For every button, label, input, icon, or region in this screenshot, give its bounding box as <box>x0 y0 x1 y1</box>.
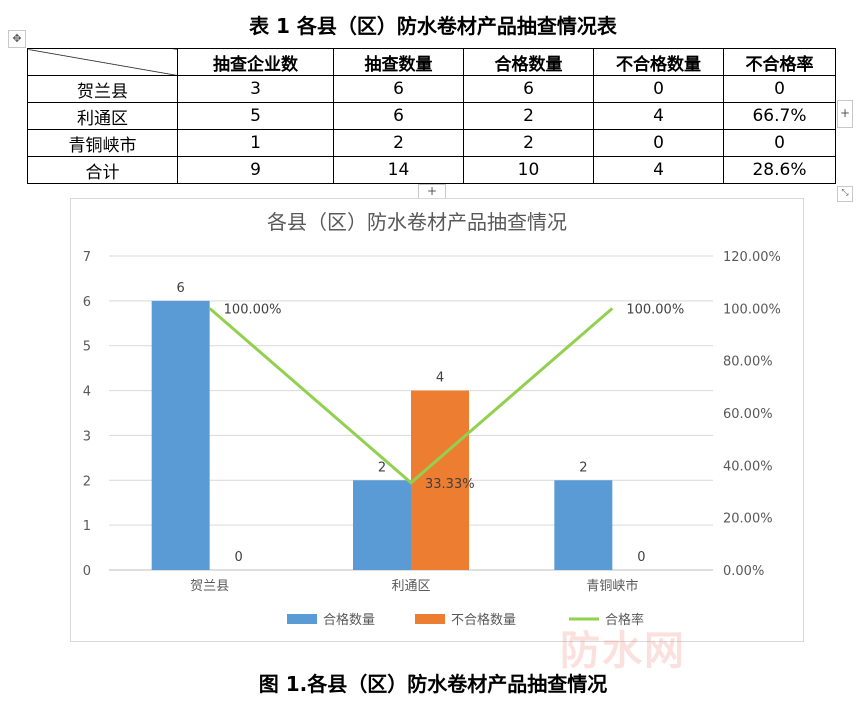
y-left-tick-label: 6 <box>83 295 91 310</box>
table-cell: 2 <box>333 129 464 157</box>
table-cell: 0 <box>723 75 836 103</box>
row-label-cell: 贺兰县 <box>27 75 178 103</box>
x-tick-label: 青铜峡市 <box>586 578 638 594</box>
table-cell: 10 <box>463 156 594 184</box>
table-cell: 0 <box>723 129 836 157</box>
y-right-tick-label: 40.00% <box>723 459 773 474</box>
y-right-tick-label: 120.00% <box>723 250 781 265</box>
y-left-tick-label: 2 <box>83 474 91 489</box>
header-cell: 合格数量 <box>463 48 594 76</box>
table-cell: 28.6% <box>723 156 836 184</box>
line-value-label: 100.00% <box>626 302 684 317</box>
table-cell: 66.7% <box>723 102 836 130</box>
table-row: 青铜峡市 1 2 2 0 0 <box>27 129 836 157</box>
add-column-button[interactable]: + <box>837 100 853 128</box>
bar-value-label: 6 <box>177 281 185 296</box>
table-row: 贺兰县 3 6 6 0 0 <box>27 75 836 103</box>
header-corner-cell <box>27 48 178 76</box>
y-right-tick-label: 100.00% <box>723 302 781 317</box>
table-cell: 14 <box>333 156 464 184</box>
header-cell: 不合格率 <box>723 48 836 76</box>
bar-value-label: 2 <box>378 460 386 475</box>
line-value-label: 100.00% <box>224 302 282 317</box>
table-cell: 6 <box>463 75 594 103</box>
bar <box>554 480 613 570</box>
table-cell: 4 <box>593 156 724 184</box>
bar <box>411 390 469 570</box>
table-row: 合计 9 14 10 4 28.6% <box>27 156 836 184</box>
legend-swatch <box>415 614 445 624</box>
y-left-tick-label: 7 <box>83 250 91 265</box>
watermark-logo: 防水网 <box>560 628 686 674</box>
y-left-tick-label: 5 <box>83 340 91 355</box>
x-tick-label: 贺兰县 <box>190 579 229 594</box>
header-cell: 不合格数量 <box>593 48 724 76</box>
table-row: 利通区 5 6 2 4 66.7% <box>27 102 836 130</box>
legend-label: 合格率 <box>605 612 644 628</box>
header-cell: 抽查数量 <box>333 48 464 76</box>
row-label-cell: 合计 <box>27 156 178 184</box>
chart-svg: 各县（区）防水卷材产品抽查情况 0 1 2 3 4 5 6 7 0.00% 20.00% 40.00%… <box>83 210 781 628</box>
table-header-row: 抽查企业数 抽查数量 合格数量 不合格数量 不合格率 <box>27 48 836 76</box>
x-tick-label: 利通区 <box>391 579 430 594</box>
legend-label: 合格数量 <box>323 612 375 628</box>
y-left-tick-label: 1 <box>83 519 91 534</box>
y-left-tick-label: 3 <box>83 429 91 444</box>
table-resize-handle-icon[interactable]: ⤡ <box>837 186 853 202</box>
legend-swatch <box>287 614 317 624</box>
row-label-cell: 青铜峡市 <box>27 129 178 157</box>
table-cell: 4 <box>593 102 724 130</box>
table-cell: 1 <box>177 129 334 157</box>
table-cell: 6 <box>333 75 464 103</box>
table-cell: 3 <box>177 75 334 103</box>
header-cell: 抽查企业数 <box>177 48 334 76</box>
table-cell: 5 <box>177 102 334 130</box>
chart-container[interactable]: 各县（区）防水卷材产品抽查情况 0 1 2 3 4 5 6 7 0.00% 20.00% 40.00%… <box>70 198 804 642</box>
table-cell: 0 <box>593 129 724 157</box>
inspection-table: 抽查企业数 抽查数量 合格数量 不合格数量 不合格率 贺兰县 3 6 6 0 0… <box>27 48 836 184</box>
y-right-tick-label: 80.00% <box>723 355 773 370</box>
table-cell: 2 <box>463 102 594 130</box>
bar-value-label: 0 <box>235 550 243 565</box>
bar-value-label: 4 <box>436 371 444 386</box>
table-cell: 0 <box>593 75 724 103</box>
table-title: 表 1 各县（区）防水卷材产品抽查情况表 <box>249 14 617 38</box>
y-right-tick-label: 60.00% <box>723 407 773 422</box>
table-cell: 2 <box>463 129 594 157</box>
bar <box>151 300 210 570</box>
table-cell: 6 <box>333 102 464 130</box>
bar-value-label: 2 <box>579 460 587 475</box>
bar <box>353 480 411 570</box>
bar-value-label: 0 <box>637 550 645 565</box>
y-left-tick-label: 4 <box>83 385 91 400</box>
legend-label: 不合格数量 <box>451 612 516 628</box>
table-cell: 9 <box>177 156 334 184</box>
figure-caption: 图 1.各县（区）防水卷材产品抽查情况 <box>258 672 608 696</box>
y-right-tick-label: 0.00% <box>723 564 764 579</box>
chart-title: 各县（区）防水卷材产品抽查情况 <box>267 210 567 234</box>
y-left-tick-label: 0 <box>83 564 91 579</box>
row-label-cell: 利通区 <box>27 102 178 130</box>
y-right-tick-label: 20.00% <box>723 512 773 527</box>
rate-line <box>208 307 614 485</box>
line-value-label: 33.33% <box>425 477 475 492</box>
table-move-handle-icon[interactable]: ✥ <box>8 30 26 48</box>
